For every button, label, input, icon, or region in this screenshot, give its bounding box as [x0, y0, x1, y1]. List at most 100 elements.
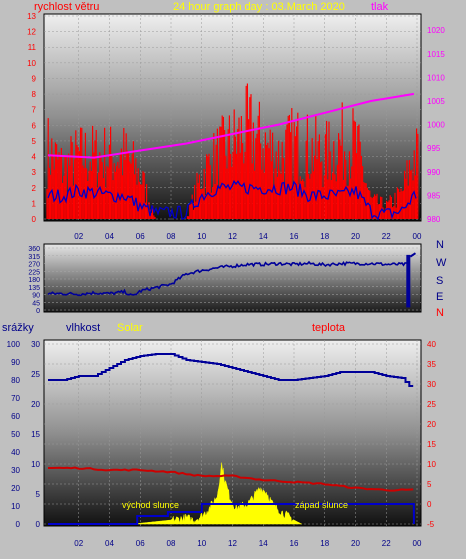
rain-tick-label: 0 — [16, 520, 21, 529]
pressure-tick-label: 1010 — [427, 73, 445, 82]
wind-tick-label: 1 — [32, 199, 37, 208]
wind-direction-line — [47, 260, 409, 297]
compass-s: S — [436, 275, 443, 287]
hour-tick-label: 18 — [320, 232, 329, 241]
humidity-tick-label: 5 — [36, 490, 41, 499]
direction-tick-label: 0 — [36, 308, 40, 315]
compass-n-top: N — [436, 239, 444, 251]
humidity-tick-label: 0 — [36, 520, 41, 529]
direction-tick-label: 180 — [28, 277, 40, 284]
wind-direction-end — [409, 252, 417, 258]
hour-tick-label: 22 — [382, 232, 391, 241]
hour-tick-label: 04 — [105, 232, 114, 241]
hour-tick-label: 14 — [259, 232, 268, 241]
hour-tick-label: 12 — [228, 232, 237, 241]
direction-tick-label: 225 — [28, 269, 40, 276]
temperature-tick-label: 40 — [427, 340, 436, 349]
compass-n-bottom: N — [436, 307, 444, 319]
wind-tick-label: 5 — [32, 137, 37, 146]
sunrise-sunset-line — [48, 503, 415, 525]
solar-axis-title: Solar — [117, 322, 143, 334]
wind-tick-label: 9 — [32, 74, 37, 83]
wind-tick-label: 10 — [27, 59, 36, 68]
tick-labels: 0123456789101112139809859909951000100510… — [7, 12, 446, 548]
hour-tick-label: 16 — [290, 232, 299, 241]
pressure-tick-label: 990 — [427, 168, 441, 177]
temperature-tick-label: 10 — [427, 460, 436, 469]
hour-tick-label-bottom: 20 — [351, 539, 360, 548]
graph-title: 24 hour graph day : 03.March 2020 — [173, 1, 345, 13]
pressure-tick-label: 1020 — [427, 26, 445, 35]
wind-tick-label: 8 — [32, 90, 37, 99]
sunrise-label: východ slunce — [122, 500, 179, 510]
hour-tick-label: 02 — [74, 232, 83, 241]
pressure-tick-label: 1000 — [427, 121, 445, 130]
compass-w: W — [436, 257, 447, 269]
temperature-tick-label: 30 — [427, 380, 436, 389]
pressure-tick-label: 995 — [427, 144, 441, 153]
hour-tick-label-bottom: 08 — [167, 539, 176, 548]
rain-axis-title: srážky — [2, 322, 34, 334]
rain-tick-label: 90 — [11, 358, 20, 367]
wind-axis-title: rychlost větru — [34, 1, 99, 13]
hour-tick-label-bottom: 16 — [290, 539, 299, 548]
wind-tick-label: 11 — [28, 43, 37, 52]
hour-tick-label: 10 — [197, 232, 206, 241]
rain-tick-label: 70 — [11, 394, 20, 403]
hour-tick-label-bottom: 22 — [382, 539, 391, 548]
chart-marks — [46, 83, 419, 525]
humidity-tick-label: 30 — [31, 340, 40, 349]
pressure-axis-title: tlak — [371, 1, 389, 13]
temperature-tick-label: 15 — [427, 440, 436, 449]
hour-tick-label-bottom: 04 — [105, 539, 114, 548]
pressure-tick-label: 1005 — [427, 97, 445, 106]
temperature-tick-label: 25 — [427, 400, 436, 409]
hour-tick-label-bottom: 18 — [320, 539, 329, 548]
hour-tick-label-bottom: 10 — [197, 539, 206, 548]
hour-tick-label-bottom: 00 — [413, 539, 422, 548]
direction-tick-label: 270 — [28, 262, 40, 269]
wind-tick-label: 4 — [32, 153, 37, 162]
direction-tick-label: 45 — [32, 300, 40, 307]
hour-tick-label-bottom: 02 — [74, 539, 83, 548]
direction-tick-label: 315 — [28, 254, 40, 261]
rain-tick-label: 10 — [11, 502, 20, 511]
rain-tick-label: 80 — [11, 376, 20, 385]
hour-tick-label: 08 — [167, 232, 176, 241]
rain-tick-label: 50 — [11, 430, 20, 439]
wind-tick-label: 0 — [32, 215, 37, 224]
wind-tick-label: 12 — [27, 28, 36, 37]
rain-tick-label: 100 — [7, 340, 21, 349]
hour-tick-label: 00 — [413, 232, 422, 241]
hour-tick-label-bottom: 14 — [259, 539, 268, 548]
rain-tick-label: 60 — [11, 412, 20, 421]
temperature-tick-label: 35 — [427, 360, 436, 369]
wind-tick-label: 2 — [32, 184, 37, 193]
rain-tick-label: 20 — [11, 484, 20, 493]
temperature-tick-label: 0 — [427, 500, 432, 509]
temperature-tick-label: -5 — [427, 520, 435, 529]
temperature-tick-label: 5 — [427, 480, 432, 489]
temperature-line — [48, 466, 414, 492]
hour-tick-label: 06 — [136, 232, 145, 241]
pressure-tick-label: 985 — [427, 191, 441, 200]
hour-tick-label-bottom: 12 — [228, 539, 237, 548]
humidity-tick-label: 20 — [31, 400, 40, 409]
humidity-tick-label: 15 — [31, 430, 40, 439]
rain-tick-label: 40 — [11, 448, 20, 457]
temperature-tick-label: 20 — [427, 420, 436, 429]
compass-e: E — [436, 291, 443, 303]
wind-direction-spike — [406, 254, 411, 308]
direction-tick-label: 360 — [28, 246, 40, 253]
pressure-tick-label: 980 — [427, 215, 441, 224]
direction-tick-label: 90 — [32, 293, 40, 300]
wind-tick-label: 13 — [27, 12, 36, 21]
direction-tick-label: 135 — [28, 285, 40, 292]
temperature-axis-title: teplota — [312, 322, 346, 334]
sunset-label: západ slunce — [295, 500, 348, 510]
humidity-axis-title: vlhkost — [66, 322, 100, 334]
pressure-tick-label: 1015 — [427, 50, 445, 59]
wind-tick-label: 3 — [32, 168, 37, 177]
